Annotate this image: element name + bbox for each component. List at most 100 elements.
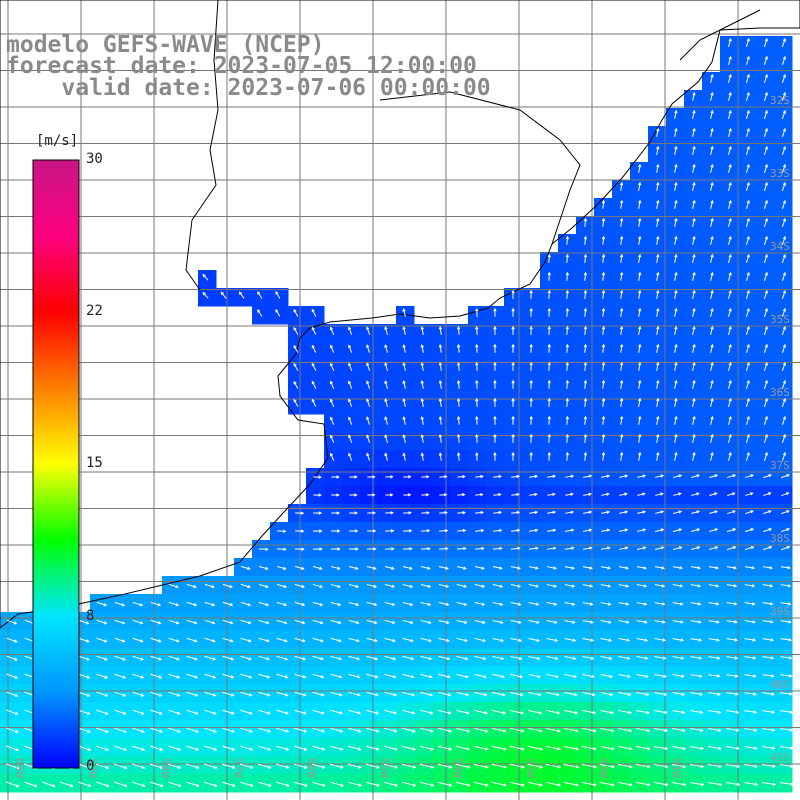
wind-arrow bbox=[617, 763, 633, 769]
wind-arrow bbox=[365, 763, 380, 769]
wind-arrow bbox=[654, 638, 667, 642]
wind-arrow bbox=[437, 727, 453, 733]
wind-arrow bbox=[510, 602, 522, 606]
wind-arrow bbox=[330, 745, 344, 751]
wind-arrow bbox=[672, 620, 684, 624]
wind-arrow bbox=[619, 379, 624, 389]
wind-arrow bbox=[474, 691, 488, 697]
wind-arrow bbox=[114, 619, 126, 625]
wind-arrow bbox=[401, 763, 417, 769]
wind-arrow bbox=[347, 763, 362, 769]
wind-arrow bbox=[745, 199, 750, 209]
wind-arrow bbox=[744, 728, 758, 732]
wind-arrow bbox=[638, 379, 642, 389]
wind-arrow bbox=[601, 379, 606, 389]
wind-arrow bbox=[618, 528, 629, 532]
wind-arrow bbox=[529, 474, 539, 479]
wind-arrow bbox=[653, 763, 669, 769]
wind-arrow bbox=[599, 745, 615, 751]
wind-arrow bbox=[709, 510, 718, 514]
wind-arrow bbox=[420, 691, 434, 697]
wind-arrow bbox=[654, 546, 665, 550]
wind-arrow bbox=[312, 619, 324, 625]
wind-arrow bbox=[638, 199, 642, 209]
wind-arrow bbox=[601, 343, 606, 353]
wind-arrow bbox=[529, 379, 533, 389]
wind-arrow bbox=[689, 781, 705, 787]
wind-arrow bbox=[527, 691, 542, 697]
wind-arrow bbox=[619, 217, 624, 227]
wind-arrow bbox=[221, 763, 236, 769]
wind-arrow bbox=[745, 145, 750, 155]
wind-arrow bbox=[638, 325, 642, 335]
wind-arrow bbox=[258, 637, 270, 643]
coastline bbox=[0, 0, 800, 629]
wind-arrow bbox=[132, 709, 145, 715]
wind-arrow bbox=[692, 451, 696, 461]
wind-arrow bbox=[510, 637, 523, 642]
wind-arrow bbox=[186, 745, 200, 751]
wind-arrow bbox=[564, 602, 576, 606]
wind-arrow bbox=[186, 709, 199, 715]
wind-arrow bbox=[674, 235, 678, 245]
wind-arrow bbox=[41, 781, 56, 788]
wind-arrow bbox=[710, 325, 714, 335]
title-valid-date: valid date: 2023-07-06 00:00:00 bbox=[6, 75, 491, 101]
wind-arrow bbox=[295, 511, 305, 515]
wind-arrow bbox=[511, 361, 515, 371]
wind-arrow bbox=[709, 474, 719, 479]
wind-arrow bbox=[384, 709, 398, 715]
wind-arrow bbox=[132, 727, 145, 733]
wind-arrow bbox=[456, 452, 461, 461]
wind-arrow bbox=[186, 727, 200, 733]
wind-arrow bbox=[277, 529, 287, 533]
wind-arrow bbox=[493, 307, 497, 317]
wind-arrow bbox=[599, 781, 615, 787]
wind-arrow bbox=[763, 361, 768, 371]
wind-arrow bbox=[763, 91, 768, 101]
lat-label: 39S bbox=[770, 605, 790, 618]
wind-arrow bbox=[511, 492, 520, 497]
wind-arrow bbox=[691, 474, 701, 478]
wind-arrow bbox=[294, 655, 307, 661]
wind-arrow bbox=[762, 545, 773, 551]
wind-arrow bbox=[565, 253, 570, 263]
wind-arrow bbox=[475, 415, 479, 425]
wind-arrow bbox=[728, 379, 732, 389]
wind-arrow bbox=[438, 433, 443, 443]
wind-arrow bbox=[692, 397, 696, 407]
wind-arrow bbox=[781, 415, 787, 425]
wind-arrow bbox=[565, 325, 570, 335]
wind-arrow bbox=[601, 217, 606, 227]
wind-arrow bbox=[366, 727, 380, 733]
wind-arrow bbox=[674, 451, 678, 461]
wind-arrow bbox=[168, 619, 180, 625]
wind-arrow bbox=[674, 361, 678, 371]
wind-arrow bbox=[258, 565, 269, 570]
wind-arrow bbox=[655, 492, 664, 496]
wind-arrow bbox=[637, 510, 647, 514]
wind-arrow bbox=[384, 416, 388, 425]
wind-arrow bbox=[763, 55, 768, 65]
wind-arrow bbox=[745, 379, 750, 389]
wind-arrow bbox=[6, 709, 19, 716]
wind-arrow bbox=[762, 692, 775, 696]
wind-arrow bbox=[132, 691, 145, 697]
wind-arrow bbox=[349, 529, 359, 533]
wind-arrow bbox=[707, 781, 723, 787]
wind-arrow bbox=[636, 620, 648, 624]
wind-arrow bbox=[599, 763, 615, 769]
wind-arrow bbox=[6, 745, 20, 752]
wind-arrow bbox=[331, 511, 341, 515]
wind-arrow bbox=[131, 763, 146, 770]
wind-arrow bbox=[366, 434, 371, 443]
wind-arrow bbox=[728, 217, 732, 227]
wind-arrow bbox=[421, 529, 431, 533]
wind-arrow bbox=[653, 745, 669, 751]
wind-arrow bbox=[473, 763, 489, 769]
wind-arrow bbox=[674, 181, 678, 191]
wind-arrow bbox=[600, 566, 611, 570]
wind-arrow bbox=[619, 451, 624, 461]
colorbar-tick-8: 8 bbox=[86, 608, 95, 624]
